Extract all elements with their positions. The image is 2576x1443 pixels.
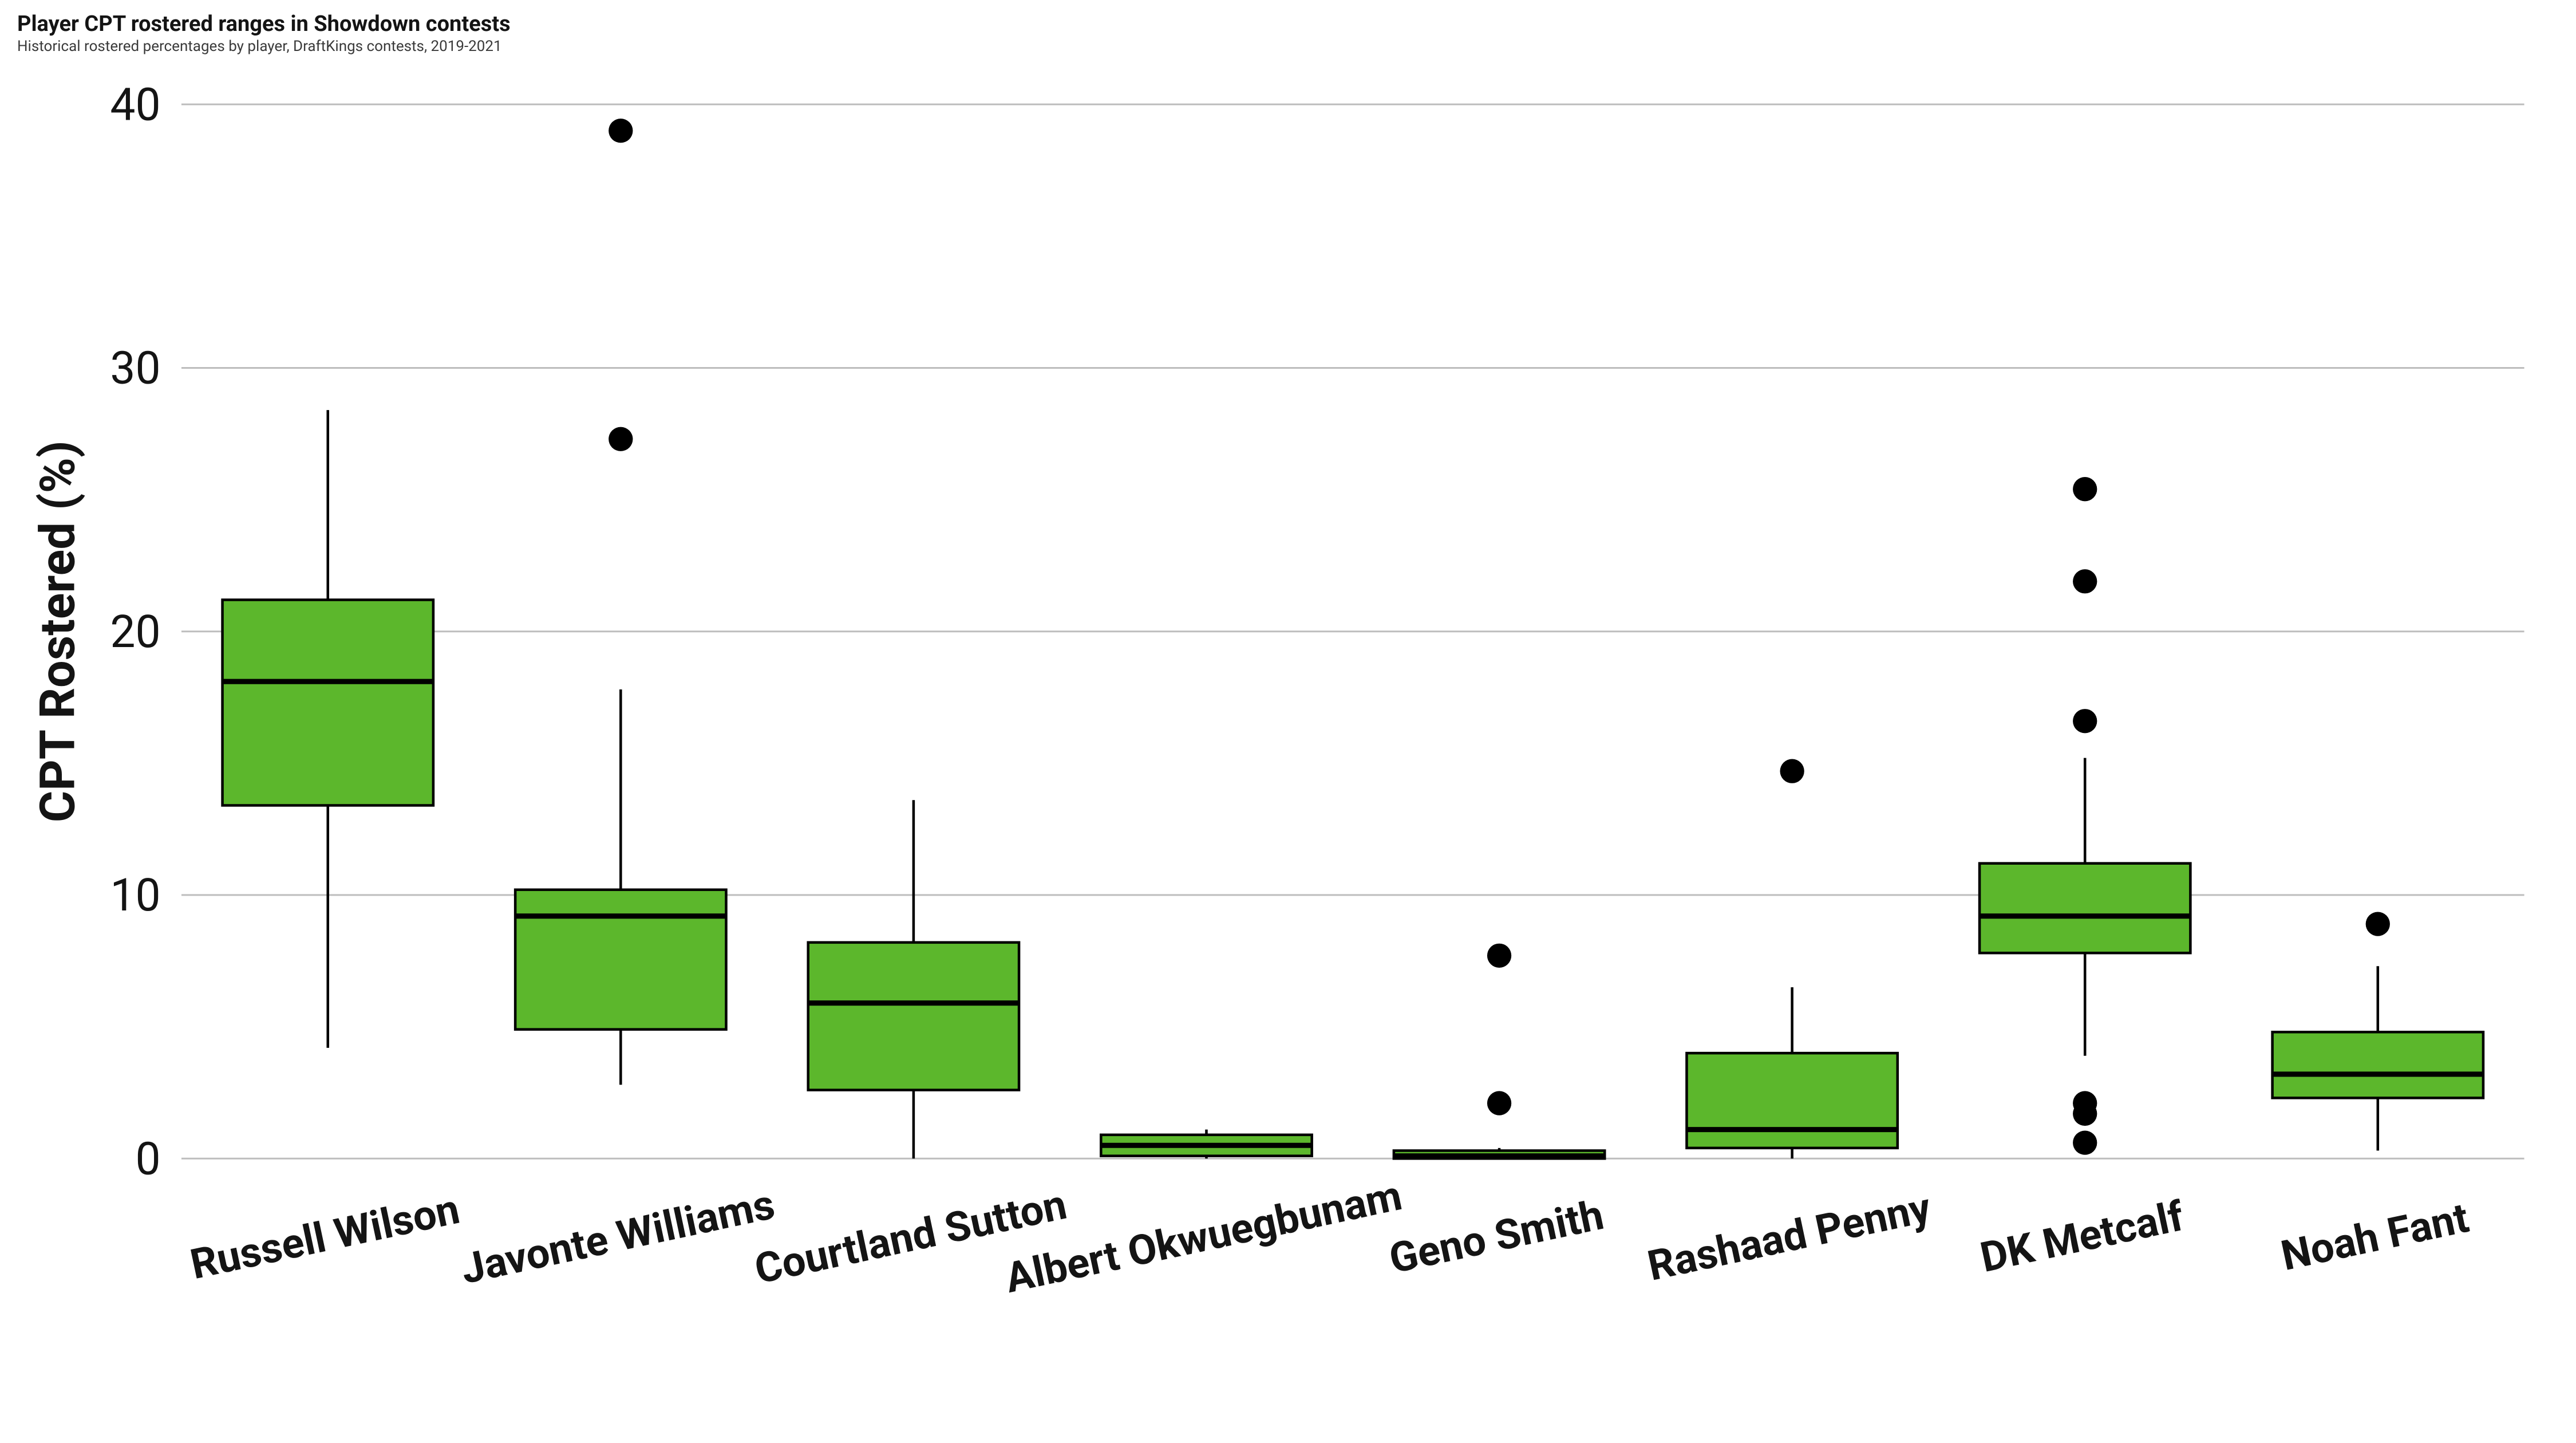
outlier-point <box>1487 944 1511 968</box>
outlier-point <box>609 119 633 143</box>
outlier-point <box>2073 569 2097 593</box>
x-category-label: Noah Fant <box>2277 1193 2473 1280</box>
y-tick-label: 30 <box>110 342 160 395</box>
plot-area: 0 10 20 30 40 CPT Rostered (%) Russell WilsonJ… <box>17 61 2559 1375</box>
box <box>1980 864 2190 953</box>
y-axis-label: CPT Rostered (%) <box>30 440 86 822</box>
outlier-point <box>1487 1091 1511 1115</box>
chart-subtitle: Historical rostered percentages by playe… <box>17 38 2559 55</box>
boxplot-svg: 0 10 20 30 40 CPT Rostered (%) Russell WilsonJ… <box>17 61 2559 1375</box>
chart-container: Player CPT rostered ranges in Showdown c… <box>17 11 2559 1375</box>
outlier-point <box>2073 709 2097 733</box>
x-category-label: DK Metcalf <box>1976 1192 2188 1282</box>
x-category-label: Rashaad Penny <box>1643 1183 1935 1291</box>
box <box>515 890 726 1030</box>
chart-title: Player CPT rostered ranges in Showdown c… <box>17 11 2559 37</box>
box <box>223 600 433 806</box>
x-category-label: Javonte Williams <box>457 1180 779 1294</box>
x-category-label: Geno Smith <box>1385 1190 1607 1283</box>
box <box>808 943 1019 1090</box>
outlier-point <box>2073 1130 2097 1154</box>
y-tick-label: 0 <box>136 1133 161 1185</box>
y-tick-label: 40 <box>110 78 160 131</box>
outlier-point <box>2366 912 2390 936</box>
outlier-point <box>609 427 633 451</box>
outlier-point <box>1780 759 1804 783</box>
box <box>2273 1032 2483 1098</box>
x-category-label: Russell Wilson <box>186 1185 464 1289</box>
outlier-point <box>2073 1091 2097 1115</box>
y-tick-label: 20 <box>110 606 160 659</box>
outlier-point <box>2073 477 2097 501</box>
y-tick-label: 10 <box>110 869 160 922</box>
box <box>1686 1053 1897 1148</box>
